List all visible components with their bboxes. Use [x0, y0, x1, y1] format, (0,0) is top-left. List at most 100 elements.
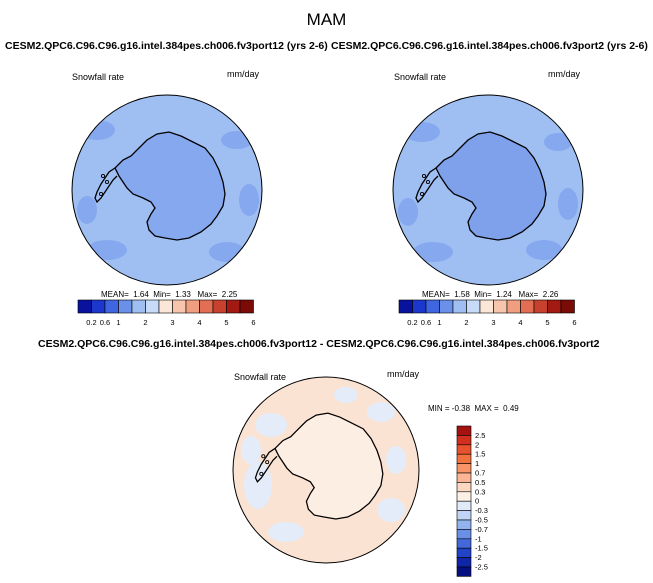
panel3-colorbar-tick-label: 2	[475, 440, 479, 449]
panel1-island	[104, 179, 110, 185]
panel3-field-patch	[268, 522, 304, 542]
panel1-colorbar-tick-label: 1	[116, 318, 120, 327]
panel2-case-title: CESM2.QPC6.C96.C96.g16.intel.384pes.ch00…	[331, 40, 648, 52]
panel3-colorbar-swatch	[456, 500, 472, 511]
panel1-units-label: mm/day	[227, 69, 260, 79]
panel1-colorbar-swatch	[131, 299, 146, 314]
panel2-island	[425, 179, 431, 185]
panel3-colorbar-swatch	[456, 444, 472, 455]
panel2-field-patch	[558, 188, 578, 220]
panel3-colorbar-tick-label: 1	[475, 459, 479, 468]
panel1-colorbar-swatch	[91, 299, 106, 314]
panel2-island	[421, 173, 427, 179]
panel3-field-patch	[377, 498, 405, 522]
panel1-variable-label: Snowfall rate	[72, 72, 125, 82]
panel1-colorbar-swatch	[239, 299, 254, 314]
panel2-map-border	[392, 94, 584, 286]
panel2-colorbar-tick-label: 0.6	[421, 318, 431, 327]
panel1-colorbar-tick-label: 4	[197, 318, 201, 327]
panel2-colorbar-swatch	[412, 299, 427, 314]
panel1-field-patch	[77, 196, 97, 224]
panel3-units-label: mm/day	[387, 369, 420, 379]
panel1-colorbar-swatch	[212, 299, 227, 314]
panel3-colorbar-tick-label: -0.7	[475, 525, 488, 534]
panel2-colorbar: 0.2 0.6 1 2 3 4 5 6	[398, 299, 577, 327]
panel1-min-label: Min=	[153, 290, 171, 299]
panel2-colorbar-swatch	[398, 299, 413, 314]
panel3-colorbar-swatch	[456, 547, 472, 558]
panel3-colorbar: 2.521.510.70.50.30-0.3-0.5-0.7-1-1.5-2-2…	[456, 425, 488, 577]
panel2-colorbar-swatch	[425, 299, 440, 314]
panel1-colorbar: 0.2 0.6 1 2 3 4 5 6	[77, 299, 256, 327]
panel3-max-value: 0.49	[503, 404, 519, 413]
panel1-field-patch	[79, 120, 115, 140]
panel3-colorbar-swatch	[456, 472, 472, 483]
panel1-stats: MEAN= 1.64 Min= 1.33 Max= 2.25	[101, 290, 237, 299]
panel2-field-patch	[526, 240, 562, 260]
panel2-units-label: mm/day	[548, 69, 581, 79]
panel1-colorbar-tick-label: 0.2	[86, 318, 96, 327]
panel3-field-patch	[367, 402, 395, 422]
panel1-mean-label: MEAN=	[101, 290, 129, 299]
panel2-colorbar-tick-label: 2	[464, 318, 468, 327]
season-title: MAM	[306, 10, 347, 29]
panel3-stats: MIN = -0.38 MAX = 0.49	[428, 404, 519, 413]
panel1-colorbar-swatch	[118, 299, 133, 314]
panel3-colorbar-tick-label: 2.5	[475, 431, 485, 440]
panel3-colorbar-tick-label: 1.5	[475, 450, 485, 459]
panel3-variable-label: Snowfall rate	[234, 372, 287, 382]
panel1-island	[98, 191, 104, 197]
panel1-colorbar-swatch	[158, 299, 173, 314]
panel2-colorbar-tick-label: 6	[572, 318, 576, 327]
panel2-mean-value: 1.58	[454, 290, 470, 299]
panel2-max-value: 2.26	[542, 290, 559, 299]
panel1-field-patch	[239, 184, 259, 216]
panel2-colorbar-swatch	[506, 299, 521, 314]
panel3-colorbar-tick-label: 0.5	[475, 478, 485, 487]
panel1-colorbar-swatch	[185, 299, 200, 314]
panel3-min-label: MIN =	[428, 404, 450, 413]
panel1-colorbar-swatch	[199, 299, 214, 314]
panel1-max-value: 2.25	[221, 290, 238, 299]
panel1-map	[71, 94, 263, 286]
panel3-colorbar-tick-label: -0.3	[475, 506, 488, 515]
panel1-colorbar-swatch	[77, 299, 92, 314]
panel3-colorbar-swatch	[456, 519, 472, 530]
panel3-min-value: -0.38	[451, 404, 471, 413]
panel1-mean-value: 1.64	[133, 290, 149, 299]
panel1-case-title: CESM2.QPC6.C96.C96.g16.intel.384pes.ch00…	[5, 40, 328, 52]
panel2-colorbar-swatch	[479, 299, 494, 314]
panel3-island	[261, 454, 266, 459]
panel2-variable-label: Snowfall rate	[394, 72, 447, 82]
panel3-max-label: MAX =	[474, 404, 499, 413]
panel1-max-label: Max=	[197, 290, 218, 299]
panel3-colorbar-swatch	[456, 566, 472, 577]
panel2-colorbar-swatch	[533, 299, 548, 314]
panel2-colorbar-tick-label: 4	[518, 318, 522, 327]
panel2-min-label: Min=	[474, 290, 492, 299]
panel2-colorbar-tick-label: 5	[545, 318, 549, 327]
panel3-island	[265, 460, 270, 465]
panel3-field-patch	[386, 446, 406, 474]
panel3-colorbar-tick-label: -2	[475, 553, 482, 562]
panel3-colorbar-tick-label: -2.5	[475, 563, 488, 572]
panel2-colorbar-tick-label: 1	[437, 318, 441, 327]
panel2-max-label: Max=	[518, 290, 539, 299]
panel2-min-value: 1.24	[496, 290, 512, 299]
panel2-field-patch	[413, 242, 453, 262]
panel2-island	[419, 191, 425, 197]
panel3-colorbar-tick-label: 0.3	[475, 487, 485, 496]
panel3-colorbar-swatch	[456, 538, 472, 549]
panel2-colorbar-swatch	[493, 299, 508, 314]
panel3-map	[232, 376, 420, 564]
panel3-colorbar-swatch	[456, 510, 472, 521]
panel2-stats: MEAN= 1.58 Min= 1.24 Max= 2.26	[422, 290, 558, 299]
panel3-colorbar-tick-label: -1	[475, 534, 482, 543]
panel3-colorbar-swatch	[456, 463, 472, 474]
panel1-colorbar-tick-label: 6	[251, 318, 255, 327]
panel3-colorbar-tick-label: -0.5	[475, 516, 488, 525]
panel1-colorbar-tick-label: 5	[224, 318, 228, 327]
panel2-colorbar-swatch	[466, 299, 481, 314]
panel2-colorbar-tick-label: 3	[491, 318, 495, 327]
